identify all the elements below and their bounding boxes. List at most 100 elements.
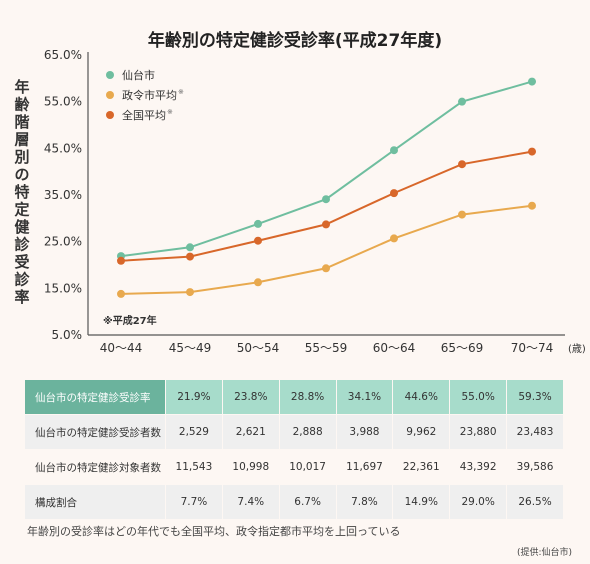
data-point [254, 219, 262, 228]
chart-title: 年齢別の特定健診受診率(平成27年度) [147, 31, 443, 51]
x-tick-label: 55〜59 [305, 341, 348, 355]
table-cell: 22,361 [392, 449, 451, 485]
table-row: 仙台市の特定健診対象者数 11,543 10,998 10,017 11,697 22,3… [25, 449, 564, 485]
table-cell: 23,880 [449, 414, 508, 450]
data-table: 仙台市の特定健診受診率 21.9% 23.8% 28.8% 34.1% 44.6% 55.0… [25, 380, 564, 520]
x-tick-label: 50〜54 [237, 341, 280, 355]
data-point [390, 146, 398, 155]
x-tick-label: 70〜74 [511, 341, 554, 355]
table-cell: 23,483 [506, 414, 564, 450]
row-label: 仙台市の特定健診対象者数 [25, 449, 166, 485]
data-point [186, 243, 194, 252]
legend-marker [106, 71, 114, 79]
data-point [186, 252, 194, 261]
legend-label: 仙台市 [122, 68, 155, 82]
data-point [390, 189, 398, 198]
table-cell: 21.9% [165, 380, 223, 415]
data-point [117, 289, 125, 298]
y-axis-label-char: 受 [14, 253, 29, 271]
row-label: 構成割合 [25, 484, 166, 520]
table-cell: 7.4% [222, 484, 280, 520]
table-cell: 44.6% [392, 380, 451, 415]
table-cell: 59.3% [506, 380, 564, 415]
table-cell: 2,529 [165, 414, 223, 450]
y-axis-label-char: 定 [14, 201, 29, 219]
table-cell: 11,697 [336, 449, 394, 485]
y-axis-label-char: 率 [14, 288, 29, 306]
legend-note-mark: ※ [178, 88, 184, 96]
table-cell: 7.7% [165, 484, 223, 520]
data-point [528, 201, 536, 210]
y-axis-label-char: 齢 [14, 96, 30, 114]
y-axis-label-char: 特 [14, 183, 29, 201]
y-tick-label: 15.0% [44, 281, 82, 295]
y-tick-label: 25.0% [44, 235, 82, 249]
data-point [322, 195, 330, 204]
data-point [254, 278, 262, 287]
y-axis-label-char: 健 [14, 218, 29, 236]
table-cell: 14.9% [392, 484, 451, 520]
table-row: 仙台市の特定健診受診者数 2,529 2,621 2,888 3,988 9,962 23,… [25, 414, 564, 450]
table-cell: 6.7% [279, 484, 337, 520]
x-tick-label: 65〜69 [441, 341, 484, 355]
line-chart: 65.0% 55.0% 45.0% 35.0% 25.0% 15.0% 5.0% 40〜44 4… [13, 48, 586, 355]
y-axis-label-char: 層 [14, 131, 29, 149]
table-cell: 9,962 [392, 414, 451, 450]
y-axis-label-char: 診 [14, 271, 30, 289]
x-tick-label: 40〜44 [100, 341, 143, 355]
y-tick-label: 55.0% [44, 95, 82, 109]
legend-label: 全国平均 [122, 108, 166, 122]
y-axis-label-char: 年 [14, 78, 29, 96]
data-point [458, 97, 466, 106]
data-point [186, 288, 194, 297]
legend-marker [106, 111, 114, 119]
table-cell: 29.0% [449, 484, 508, 520]
series-line-0 [120, 80, 533, 258]
table-cell: 10,998 [222, 449, 280, 485]
table-cell: 28.8% [279, 380, 337, 415]
row-label: 仙台市の特定健診受診者数 [25, 414, 166, 450]
table-cell: 3,988 [336, 414, 394, 450]
table-cell: 10,017 [279, 449, 337, 485]
table-cell: 2,888 [279, 414, 337, 450]
table-cell: 7.8% [336, 484, 394, 520]
table-cell: 55.0% [449, 380, 508, 415]
legend-note-mark: ※ [167, 108, 173, 116]
x-unit-label: (歳) [568, 343, 586, 355]
series-line-2 [120, 150, 533, 262]
chart-note: ※平成27年 [103, 314, 157, 327]
legend-marker [106, 91, 114, 99]
series-line-1 [120, 204, 533, 295]
table-cell: 2,621 [222, 414, 280, 450]
table-cell: 43,392 [449, 449, 508, 485]
data-point [117, 256, 125, 265]
x-tick-label: 45〜49 [169, 341, 212, 355]
data-point [322, 220, 330, 229]
y-axis-label-char: 別 [13, 148, 29, 166]
y-tick-label: 45.0% [44, 141, 82, 155]
table-row: 構成割合 7.7% 7.4% 6.7% 7.8% 14.9% 29.0% 26.5% [25, 484, 564, 520]
y-axis-label-char: の [14, 166, 29, 184]
y-axis-label-char: 診 [14, 236, 30, 254]
data-point [528, 147, 536, 156]
y-axis-label-char: 階 [14, 113, 29, 131]
table-cell: 34.1% [336, 380, 394, 415]
data-point [458, 160, 466, 169]
table-row: 仙台市の特定健診受診率 21.9% 23.8% 28.8% 34.1% 44.6% 55.0… [25, 380, 564, 415]
caption: 年齢別の受診率はどの年代でも全国平均、政令指定都市平均を上回っている [27, 525, 401, 538]
y-tick-label: 35.0% [44, 188, 82, 202]
source-note: (提供:仙台市) [516, 548, 572, 558]
legend-label: 政令市平均 [122, 88, 177, 102]
y-tick-label: 65.0% [44, 48, 82, 62]
table-cell: 23.8% [222, 380, 280, 415]
table-cell: 26.5% [506, 484, 564, 520]
row-label: 仙台市の特定健診受診率 [25, 380, 166, 415]
table-cell: 11,543 [165, 449, 223, 485]
table-cell: 39,586 [506, 449, 564, 485]
data-point [458, 210, 466, 219]
data-point [322, 264, 330, 273]
x-tick-label: 60〜64 [373, 341, 416, 355]
data-point [254, 236, 262, 245]
data-point [528, 77, 536, 86]
data-point [390, 234, 398, 243]
